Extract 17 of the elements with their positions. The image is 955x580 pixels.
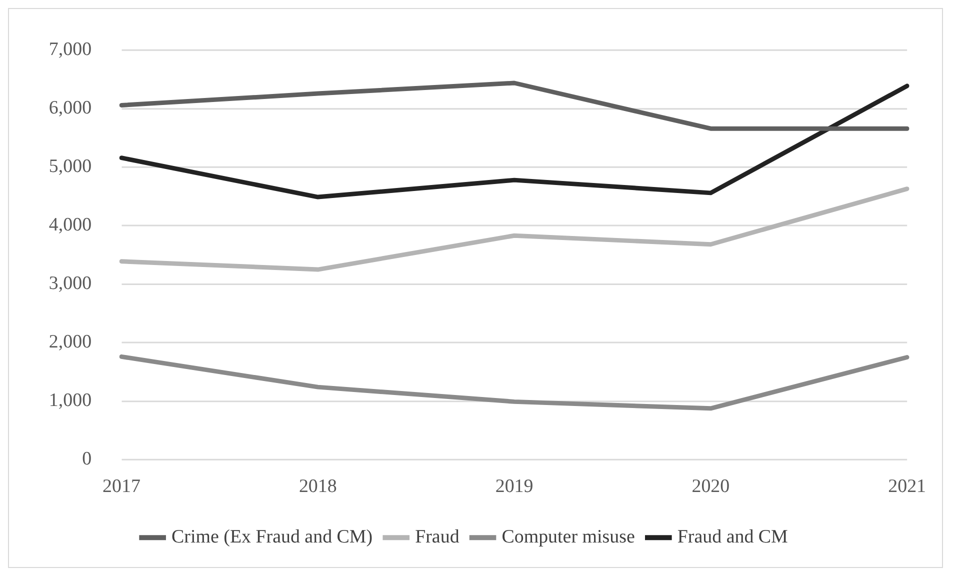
x-tick-label: 2018 — [298, 476, 337, 497]
y-tick-label: 3,000 — [48, 273, 92, 294]
x-tick-label: 2017 — [102, 476, 140, 497]
x-tick-label: 2019 — [495, 476, 534, 497]
legend-label: Fraud and CM — [677, 526, 788, 548]
x-tick-label: 2021 — [888, 476, 926, 497]
y-tick-label: 5,000 — [48, 156, 92, 178]
y-tick-label: 2,000 — [48, 332, 92, 353]
y-tick-label: 7,000 — [48, 39, 92, 60]
legend-label: Fraud — [415, 526, 460, 548]
y-tick-label: 6,000 — [48, 98, 92, 119]
x-tick-label: 2020 — [692, 476, 730, 497]
y-tick-label: 0 — [82, 448, 92, 470]
legend-label: Computer misuse — [502, 526, 635, 548]
legend-label: Crime (Ex Fraud and CM) — [172, 526, 373, 548]
y-tick-label: 1,000 — [48, 390, 92, 412]
y-tick-label: 4,000 — [48, 214, 92, 236]
